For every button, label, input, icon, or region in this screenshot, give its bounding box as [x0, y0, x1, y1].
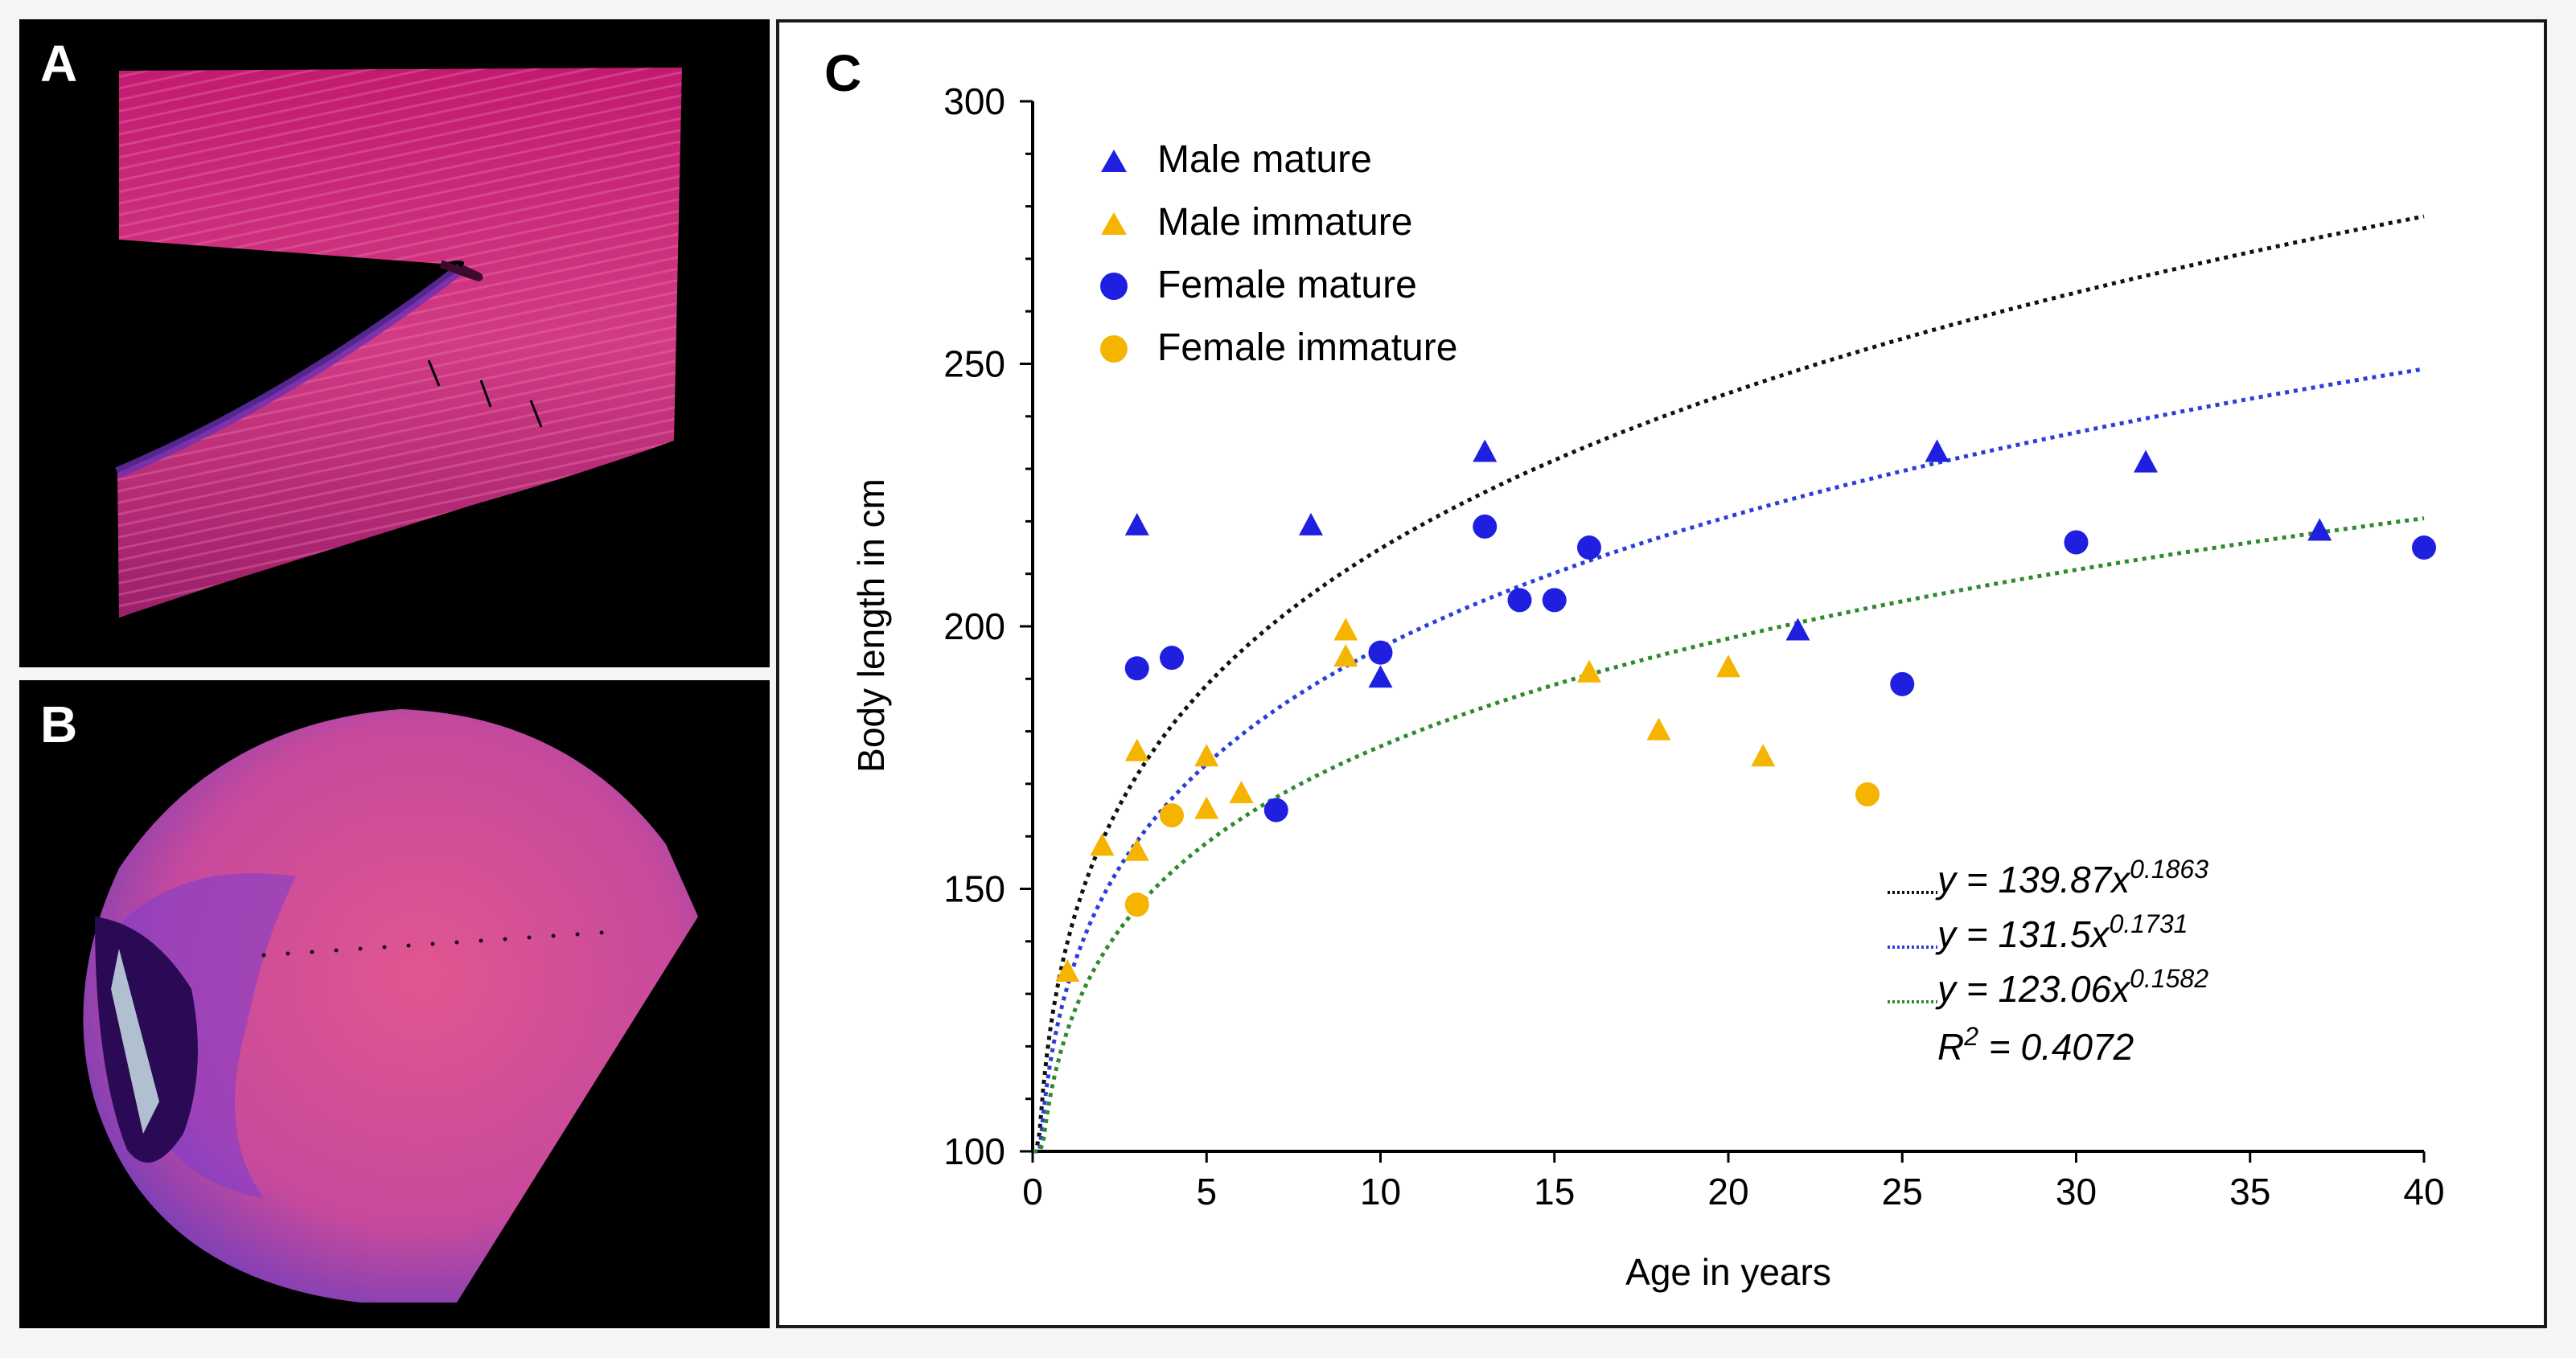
legend-label-male-mature: Male mature	[1157, 138, 1372, 181]
point-male-mature	[2134, 449, 2158, 473]
x-ticks: 0 5 10 15 20 25 30 35 40	[1022, 1151, 2445, 1212]
point-female-mature	[2064, 530, 2089, 555]
point-male-immature	[1194, 796, 1219, 819]
point-male-mature	[1299, 512, 1323, 535]
panel-c-label: C	[824, 44, 862, 102]
point-male-immature	[1646, 717, 1671, 741]
y-tick-label: 200	[943, 605, 1005, 647]
panel-a-micrograph: A	[19, 19, 770, 667]
point-female-mature	[1577, 535, 1601, 560]
point-female-mature	[1368, 640, 1393, 665]
y-tick-label: 250	[943, 343, 1005, 385]
point-female-mature	[1542, 588, 1567, 613]
equation-all: y = 139.87x0.1863	[1935, 855, 2208, 901]
x-tick-label: 40	[2403, 1171, 2444, 1212]
fit-curve-1	[1033, 367, 2425, 1154]
x-tick-label: 5	[1196, 1171, 1217, 1212]
point-male-immature	[1055, 958, 1080, 982]
x-axis-title: Age in years	[1625, 1251, 1831, 1293]
point-female-mature	[1263, 798, 1288, 823]
legend-marker-male-immature	[1101, 212, 1127, 235]
point-female-mature	[1160, 646, 1184, 671]
tooth-section-image-b	[23, 683, 766, 1325]
panel-b-label: B	[40, 695, 78, 753]
point-male-mature	[1925, 439, 1949, 462]
point-male-mature	[1785, 617, 1810, 641]
panel-a-label: A	[40, 35, 78, 92]
y-tick-label: 150	[943, 868, 1005, 910]
legend: Male mature Male immature Female mature …	[1100, 138, 1457, 369]
tooth-section-image-a	[23, 23, 766, 664]
point-female-mature	[2412, 535, 2436, 560]
point-male-immature	[1577, 659, 1601, 683]
point-female-mature	[1473, 514, 1498, 539]
point-female-immature	[1160, 803, 1184, 828]
x-tick-label: 35	[2229, 1171, 2270, 1212]
legend-label-female-immature: Female immature	[1157, 326, 1457, 369]
point-female-mature	[1890, 671, 1915, 696]
point-male-immature	[1716, 654, 1740, 678]
fit-curve-2	[1033, 516, 2425, 1154]
point-female-immature	[1124, 892, 1149, 917]
point-male-immature	[1194, 744, 1219, 767]
point-male-mature	[1473, 439, 1498, 462]
point-male-mature	[1124, 512, 1149, 535]
panel-b-micrograph: B	[19, 680, 770, 1328]
point-male-mature	[2307, 518, 2332, 541]
y-axis-title: Body length in cm	[850, 478, 892, 773]
equation-immature: y = 123.06x0.1582	[1935, 964, 2208, 1010]
x-tick-label: 10	[1360, 1171, 1401, 1212]
dot-transect	[261, 930, 604, 958]
point-male-immature	[1229, 780, 1254, 803]
point-male-immature	[1333, 617, 1358, 641]
point-male-immature	[1124, 738, 1149, 761]
legend-label-female-mature: Female mature	[1157, 264, 1417, 306]
y-ticks: 100 150 200 250 300	[943, 80, 1033, 1172]
legend-marker-male-mature	[1101, 150, 1127, 172]
panel-c-growth-chart: 100 150 200 250 300 0 5 10 15 20 25 30 35 40 Body le…	[776, 19, 2547, 1328]
y-tick-label: 100	[943, 1130, 1005, 1172]
point-male-immature	[1751, 744, 1776, 767]
r-squared-label: R2 = 0.4072	[1937, 1022, 2134, 1068]
x-tick-label: 20	[1707, 1171, 1748, 1212]
point-female-mature	[1507, 588, 1532, 613]
point-female-immature	[1855, 782, 1880, 806]
point-male-immature	[1090, 833, 1115, 856]
point-male-immature	[1124, 838, 1149, 861]
legend-label-male-immature: Male immature	[1157, 201, 1412, 244]
x-tick-label: 30	[2056, 1171, 2097, 1212]
fit-equations: y = 139.87x0.1863 y = 131.5x0.1731 y = 1…	[1888, 855, 2208, 1068]
fit-curves	[1033, 214, 2425, 1154]
fit-curve-0	[1033, 214, 2425, 1154]
equation-mature: y = 131.5x0.1731	[1935, 909, 2188, 955]
y-tick-label: 300	[943, 80, 1005, 122]
x-tick-label: 0	[1022, 1171, 1043, 1212]
legend-marker-female-mature	[1100, 273, 1128, 300]
x-tick-label: 15	[1534, 1171, 1575, 1212]
point-male-mature	[1368, 665, 1393, 688]
point-male-immature	[1333, 644, 1358, 667]
legend-marker-female-immature	[1100, 335, 1128, 363]
growth-scatter-plot: 100 150 200 250 300 0 5 10 15 20 25 30 35 40 Body le…	[850, 80, 2445, 1293]
x-tick-label: 25	[1882, 1171, 1923, 1212]
data-points	[1055, 439, 2436, 982]
point-female-mature	[1124, 656, 1149, 681]
